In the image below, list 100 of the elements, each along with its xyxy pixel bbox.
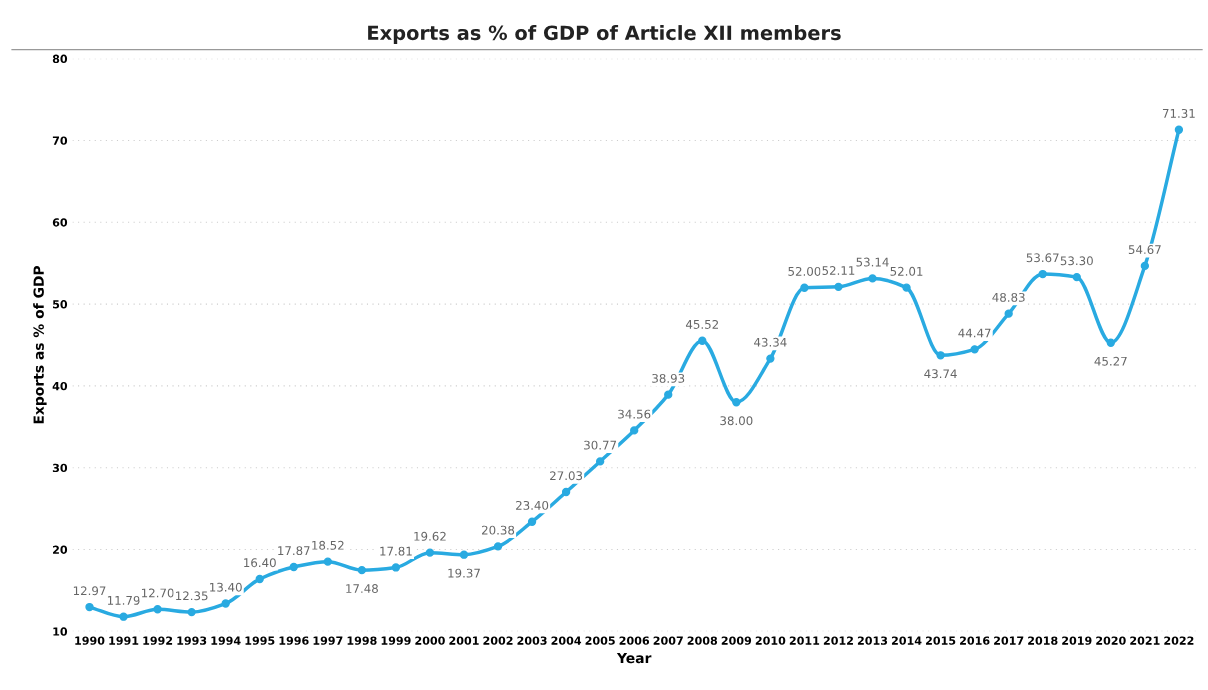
data-label: 53.30 <box>1060 256 1093 266</box>
point <box>425 548 435 557</box>
point <box>868 274 877 283</box>
y-tick-label: 40 <box>52 381 68 391</box>
point <box>664 390 673 399</box>
x-tick-label: 1994 <box>211 636 241 645</box>
data-label: 12.70 <box>141 588 174 598</box>
point <box>187 607 196 617</box>
x-tick-label: 2018 <box>1028 636 1058 645</box>
point <box>902 283 911 292</box>
point <box>834 282 843 291</box>
data-label: 43.74 <box>924 369 957 379</box>
data-label: 45.52 <box>685 319 718 329</box>
x-tick-label: 1991 <box>109 636 139 645</box>
point <box>493 542 503 551</box>
point <box>732 398 741 407</box>
x-tick-label: 1990 <box>75 636 105 645</box>
x-tick-label: 2014 <box>891 636 922 645</box>
x-tick-label: 1999 <box>381 636 411 645</box>
data-label: 48.83 <box>992 292 1025 302</box>
data-label: 52.01 <box>890 266 923 276</box>
data-label: 43.34 <box>754 337 787 347</box>
point <box>561 487 571 497</box>
x-tick-label: 2011 <box>789 636 820 645</box>
y-tick-label: 20 <box>53 545 68 554</box>
point <box>119 612 128 621</box>
data-label: 54.67 <box>1128 245 1161 255</box>
x-tick-label: 2010 <box>755 636 786 645</box>
point <box>391 563 401 572</box>
data-label: 44.47 <box>958 328 991 338</box>
point <box>459 550 469 559</box>
x-tick-label: 1996 <box>279 636 309 645</box>
y-axis-title: Exports as % of GDP <box>33 265 47 424</box>
data-label: 18.52 <box>312 540 344 550</box>
point <box>698 336 707 345</box>
data-label: 17.48 <box>346 584 378 594</box>
point <box>1106 338 1115 347</box>
data-label: 19.62 <box>414 531 446 541</box>
data-label: 52.11 <box>822 266 855 275</box>
x-tick-label: 2008 <box>687 636 718 645</box>
point <box>289 562 298 572</box>
x-tick-label: 2007 <box>653 636 683 645</box>
point <box>970 345 979 354</box>
point <box>85 602 94 612</box>
x-tick-label: 2004 <box>551 636 582 645</box>
y-tick-label: 50 <box>53 300 68 309</box>
data-label: 17.87 <box>278 546 310 556</box>
data-label: 12.97 <box>73 586 106 596</box>
x-tick-label: 2001 <box>449 636 479 645</box>
data-label: 20.38 <box>481 525 515 535</box>
x-tick-label: 2003 <box>517 636 547 645</box>
x-tick-label: 1993 <box>177 636 207 645</box>
point <box>1038 269 1047 279</box>
data-label: 53.67 <box>1026 253 1059 263</box>
data-label: 11.79 <box>107 595 140 605</box>
data-label: 38.00 <box>720 416 753 426</box>
data-label: 13.40 <box>210 582 242 592</box>
point <box>357 565 367 575</box>
point <box>1004 309 1013 318</box>
x-tick-label: 2012 <box>823 636 853 645</box>
point <box>630 426 639 435</box>
x-tick-label: 1992 <box>143 636 173 645</box>
data-label: 38.93 <box>652 373 685 383</box>
data-label: 53.14 <box>856 257 889 267</box>
point <box>153 605 162 614</box>
data-label: 52.00 <box>788 266 821 276</box>
x-tick-label: 2020 <box>1096 636 1126 645</box>
point <box>766 354 775 363</box>
x-tick-label: 2022 <box>1164 636 1194 645</box>
y-tick-label: 30 <box>52 463 68 473</box>
point <box>1174 125 1184 134</box>
x-axis-title: Year <box>616 652 652 664</box>
x-tick-label: 2013 <box>857 636 888 645</box>
point <box>527 517 537 526</box>
x-tick-label: 2021 <box>1130 636 1160 645</box>
y-tick-label: 10 <box>53 627 68 636</box>
data-label: 30.77 <box>584 440 617 450</box>
x-tick-label: 2000 <box>415 636 445 645</box>
chart-title: Exports as % of GDP of Article XII members <box>368 25 841 44</box>
point <box>1140 261 1150 271</box>
x-tick-label: 1997 <box>313 636 343 645</box>
point <box>255 574 264 584</box>
x-tick-label: 2016 <box>960 636 990 645</box>
data-label: 17.81 <box>380 546 412 556</box>
x-tick-label: 2005 <box>585 636 615 645</box>
point <box>936 351 945 360</box>
data-label: 34.56 <box>618 409 651 419</box>
data-label: 23.40 <box>516 500 549 510</box>
y-tick-label: 70 <box>52 136 68 145</box>
x-tick-label: 2019 <box>1062 636 1092 645</box>
point <box>323 557 332 566</box>
x-tick-label: 2002 <box>483 636 513 645</box>
data-label: 12.35 <box>176 591 208 601</box>
x-tick-label: 2017 <box>994 636 1024 645</box>
data-label: 19.37 <box>448 568 480 578</box>
x-tick-label: 2006 <box>619 636 650 645</box>
x-tick-label: 2015 <box>926 636 956 645</box>
point <box>221 599 230 608</box>
x-tick-label: 2009 <box>721 636 752 645</box>
y-tick-label: 60 <box>52 218 68 227</box>
